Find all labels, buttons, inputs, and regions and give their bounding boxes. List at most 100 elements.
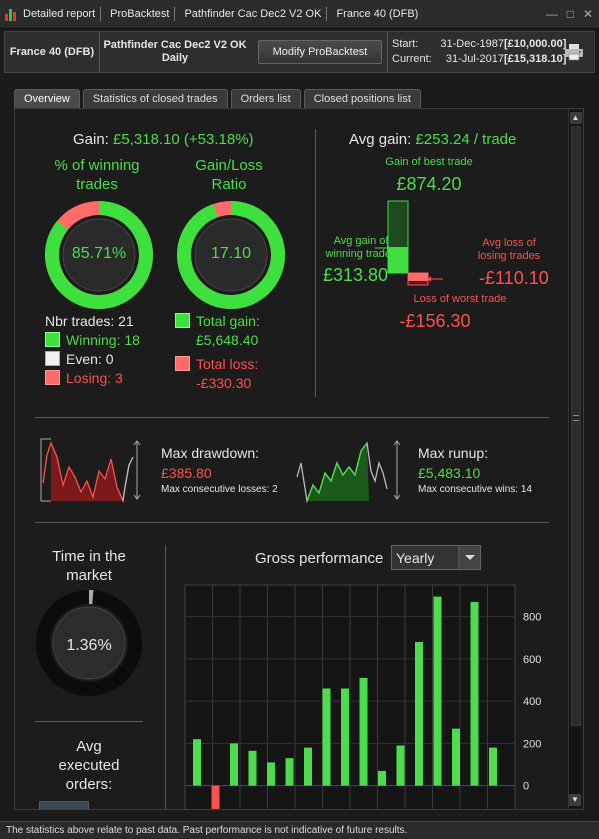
avg-winning-label: Avg gain of winning trades: [321, 235, 401, 261]
avg-gain-value: £253.24 / trade: [415, 131, 517, 148]
trades-breakdown: Nbr trades: 21 Winning: 18 Even: 0 Losin…: [45, 312, 140, 388]
max-runup-label: Max runup:: [418, 445, 489, 461]
system-info: Pathfinder Cac Dec2 V2 OK Daily: [100, 39, 250, 65]
winning-pct-value: 85.71%: [71, 245, 127, 262]
current-label: Current:: [392, 53, 432, 65]
title-bar: Detailed report ProBacktest Pathfinder C…: [0, 0, 599, 29]
title-report: Detailed report: [23, 8, 96, 20]
avg-gain-label: Avg gain:: [349, 131, 412, 148]
drawdown-axis: [40, 438, 51, 502]
avg-executed-orders-title: Avg executed orders:: [35, 737, 143, 794]
chart-y-tick-label: 800: [523, 612, 541, 624]
start-date: 31-Dec-1987: [440, 38, 504, 50]
app-logo-icon: [5, 7, 19, 21]
section-divider: [35, 522, 549, 523]
tab-overview[interactable]: Overview: [14, 89, 80, 108]
period-select-value: Yearly: [396, 550, 435, 566]
avg-winning-value: £313.80: [323, 265, 389, 285]
scroll-grip-icon: [573, 415, 579, 421]
chart-bar-gain: [304, 747, 312, 786]
winning-count: Winning: 18: [66, 332, 140, 348]
max-drawdown-label: Max drawdown:: [161, 445, 260, 461]
chart-bars: [193, 596, 497, 809]
losing-count: Losing: 3: [66, 370, 123, 386]
scroll-thumb[interactable]: [571, 126, 581, 726]
title-instrument: France 40 (DFB): [336, 8, 419, 20]
maximize-button[interactable]: □: [566, 7, 574, 21]
drawdown-tail-line: [122, 456, 134, 502]
even-count: Even: 0: [66, 351, 114, 367]
period-select[interactable]: Yearly: [391, 545, 481, 570]
donut-winning-arc: [45, 201, 153, 309]
total-gain-value: £5,648.40: [196, 332, 259, 348]
section-divider: [35, 721, 143, 722]
avg-losing-label-line2: losing trades: [477, 250, 541, 262]
chart-bar-gain: [230, 743, 238, 786]
gain-value: £5,318.10 (+53.18%): [113, 131, 254, 148]
minimize-button[interactable]: —: [545, 7, 558, 21]
current-amount: [£15,318.10]: [504, 53, 567, 65]
chart-y-tick-label: 600: [523, 654, 541, 666]
range-down-arrow-icon: [393, 494, 401, 500]
chevron-down-icon[interactable]: [458, 546, 480, 569]
donut-gain-arc: [177, 201, 285, 309]
scroll-down-button[interactable]: ▼: [569, 794, 581, 806]
avg-executed-line1: Avg: [76, 738, 102, 755]
chart-bar-gain: [359, 677, 368, 786]
avg-executed-line2: executed: [58, 757, 120, 774]
avg-gain-summary: Avg gain: £253.24 / trade: [349, 131, 516, 148]
system-period: Daily: [161, 52, 189, 64]
chart-bar-gain: [396, 745, 405, 786]
winning-trades-title-line1: % of winning: [54, 157, 140, 174]
header-divider: [387, 32, 388, 72]
drawdown-mini-chart: [40, 438, 141, 503]
total-gain-label: Total gain:: [196, 313, 260, 329]
close-button[interactable]: ✕: [582, 7, 593, 21]
avg-loss-arrow-icon: [428, 276, 431, 282]
scroll-up-button[interactable]: ▲: [569, 112, 582, 124]
donut-center: [194, 218, 268, 292]
total-loss-row: Total loss:: [175, 355, 260, 374]
total-loss-value: -£330.30: [196, 375, 252, 391]
tab-closed-positions-list[interactable]: Closed positions list: [303, 89, 421, 108]
gross-performance-label: Gross performance: [255, 550, 384, 567]
start-label: Start:: [392, 38, 419, 50]
winning-trades-donut: [45, 201, 153, 309]
backtest-dates: Start: 31-Dec-1987 [£10,000.00] Current:…: [392, 37, 566, 67]
section-divider: [165, 545, 166, 809]
time-in-market-title-line1: Time in the: [52, 548, 126, 565]
gain-loss-donut: [177, 201, 285, 309]
tab-orders-list[interactable]: Orders list: [230, 89, 301, 108]
avg-winning-label-line1: Avg gain of: [333, 235, 389, 247]
disclaimer-footer: The statistics above relate to past data…: [0, 821, 599, 839]
avg-executed-orders-widget: [39, 801, 89, 809]
panel-scrollbar[interactable]: ▲ ▼: [568, 110, 582, 808]
winning-trades-title-line2: trades: [76, 176, 118, 193]
chart-bar-gain: [267, 762, 275, 786]
title-system: Pathfinder Cac Dec2 V2 OK: [184, 8, 322, 20]
modify-probacktest-button[interactable]: Modify ProBacktest: [258, 40, 382, 64]
avg-winning-bar: [388, 247, 408, 273]
total-gain-row: Total gain:: [175, 312, 260, 331]
chart-y-tick-label: 200: [523, 738, 541, 750]
title-divider: [100, 7, 102, 21]
range-down-arrow-icon: [133, 494, 141, 500]
max-consecutive-losses: Max consecutive losses: 2: [161, 484, 278, 495]
chart-bar-gain: [322, 688, 331, 786]
range-up-arrow-icon: [393, 440, 401, 446]
chart-bar-gain: [489, 747, 497, 786]
chart-bar-gain: [452, 728, 460, 786]
tab-statistics-closed-trades[interactable]: Statistics of closed trades: [82, 89, 228, 108]
system-name: Pathfinder Cac Dec2 V2 OK: [103, 39, 247, 51]
avg-gain-bar-diagram: [375, 200, 443, 286]
report-tabs: Overview Statistics of closed trades Ord…: [14, 89, 421, 108]
best-trade-value: £874.20: [396, 174, 462, 194]
printer-icon[interactable]: [564, 43, 584, 61]
chart-bar-gain: [433, 596, 442, 786]
worst-trade-label: Loss of worst trade: [413, 293, 507, 305]
drawdown-area: [51, 443, 123, 501]
losing-count-row: Losing: 3: [45, 369, 140, 388]
chart-bar-gain: [378, 770, 386, 786]
gain-loss-ratio-title: Gain/Loss Ratio: [173, 156, 285, 194]
nbr-trades: Nbr trades: 21: [45, 313, 134, 329]
